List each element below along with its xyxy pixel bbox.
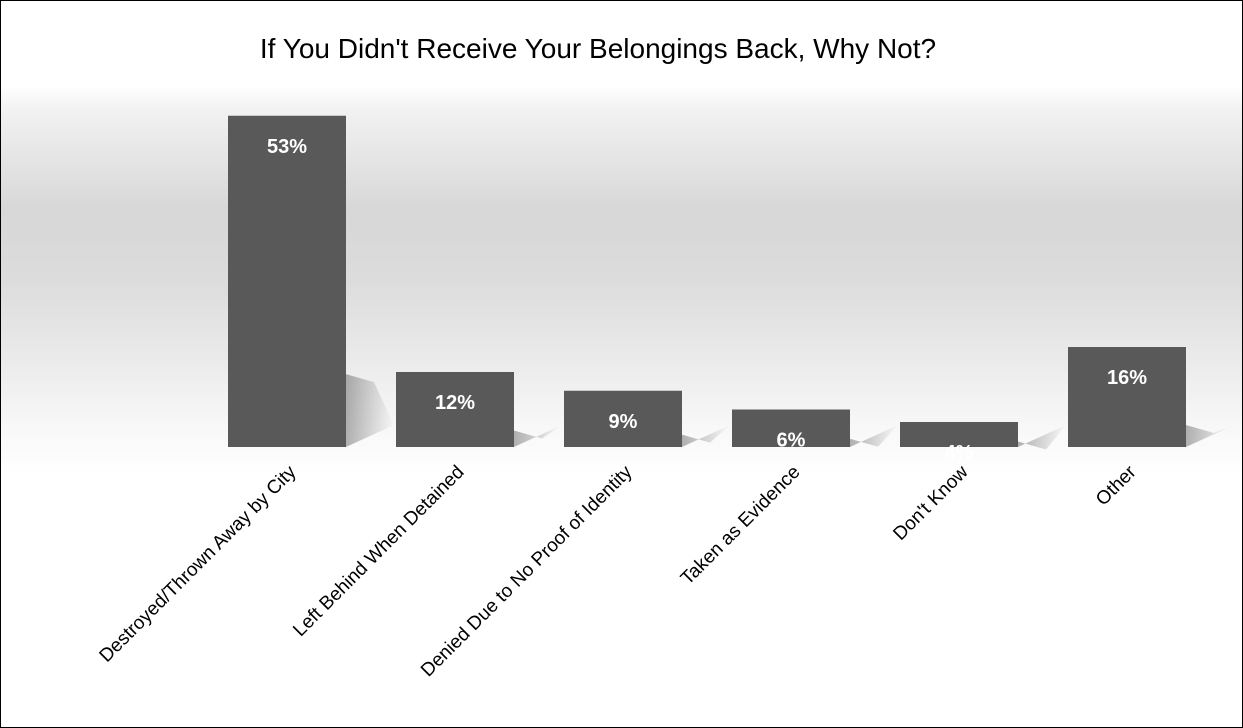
bar xyxy=(396,372,514,447)
value-labels: 53% 12% 9% 6% 4% 16% xyxy=(267,136,1147,464)
bar-shadow xyxy=(346,374,394,447)
bar-shadow xyxy=(850,425,898,447)
chart-title: If You Didn't Receive Your Belongings Ba… xyxy=(260,33,936,64)
category-label: Destroyed/Thrown Away by City xyxy=(96,461,301,666)
bar xyxy=(228,115,346,447)
bars xyxy=(228,115,1186,447)
data-label: 16% xyxy=(1107,367,1147,389)
data-label: 53% xyxy=(267,136,307,158)
bar xyxy=(900,422,1018,447)
data-label: 9% xyxy=(609,411,638,433)
data-label: 12% xyxy=(435,392,475,414)
bar xyxy=(1068,347,1186,447)
bar-shadow xyxy=(682,425,730,447)
category-label: Taken as Evidence xyxy=(677,462,805,590)
data-label: 4% xyxy=(945,442,974,464)
bar-shadow xyxy=(1018,425,1066,450)
bar-shadows xyxy=(346,374,1234,450)
data-label: 6% xyxy=(777,430,806,452)
bar xyxy=(564,390,682,447)
category-label: Left Behind When Detained xyxy=(289,462,468,641)
bar xyxy=(732,409,850,447)
bar-shadow xyxy=(514,425,562,447)
bar-shadow xyxy=(1186,425,1234,447)
